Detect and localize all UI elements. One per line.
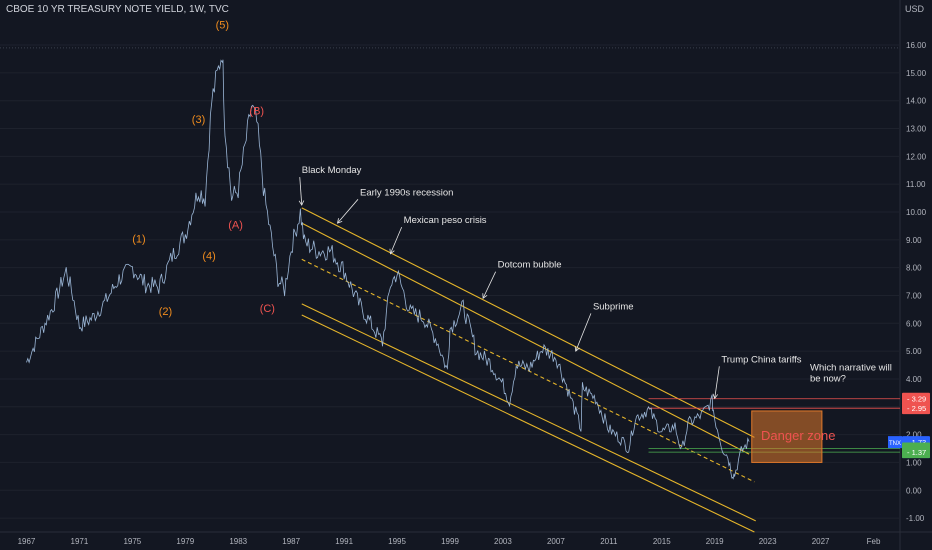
y-tick-label: 8.00	[906, 264, 922, 273]
annotation-arrow	[338, 199, 359, 223]
x-tick-label: 1987	[282, 537, 300, 546]
wave-label: (C)	[260, 303, 275, 315]
x-tick-label: 2019	[706, 537, 724, 546]
symbol-tag-label: TNX	[889, 441, 901, 447]
y-tick-label: 9.00	[906, 236, 922, 245]
annotation-text: be now?	[810, 374, 846, 385]
y-tick-label: 6.00	[906, 319, 922, 328]
annotation-text: Trump China tariffs	[721, 354, 801, 365]
y-tick-label: 0.00	[906, 486, 922, 495]
price-tag-label: - 2.95	[907, 404, 926, 413]
x-tick-label: 1983	[229, 537, 247, 546]
annotation-arrow	[300, 177, 302, 205]
y-tick-label: 15.00	[906, 69, 927, 78]
annotation-arrow	[390, 227, 401, 254]
channel-upper	[302, 208, 755, 438]
x-tick-label: 2007	[547, 537, 565, 546]
x-tick-label: 1975	[123, 537, 141, 546]
yield-line	[27, 60, 750, 479]
annotation-arrow	[715, 366, 720, 398]
channel-lower-outer	[302, 315, 755, 532]
price-tag: - 2.95	[902, 402, 930, 414]
y-tick-label: 12.00	[906, 152, 927, 161]
x-tick-label: 2015	[653, 537, 671, 546]
price-tag: - 1.37	[902, 446, 930, 458]
wave-label: (2)	[159, 306, 172, 318]
y-tick-label: 4.00	[906, 375, 922, 384]
y-tick-label: -1.00	[906, 514, 925, 523]
channel-lower	[302, 304, 756, 521]
annotation-text: Early 1990s recession	[360, 187, 453, 198]
x-tick-label: 2003	[494, 537, 512, 546]
y-tick-label: 1.00	[906, 458, 922, 467]
danger-zone-label: Danger zone	[761, 428, 835, 443]
x-tick-label: 1999	[441, 537, 459, 546]
channel-upper-inner	[302, 223, 749, 454]
x-tick-label: 2011	[600, 537, 618, 546]
wave-label: (5)	[216, 19, 229, 31]
x-tick-label: 1967	[18, 537, 36, 546]
annotation-arrow	[576, 313, 591, 351]
y-tick-label: 16.00	[906, 41, 927, 50]
price-tag-label: - 1.37	[907, 448, 926, 457]
y-tick-label: 13.00	[906, 125, 927, 134]
x-tick-label: 1979	[176, 537, 194, 546]
x-axis[interactable]: 1967 1971 1975 1979 1983 1987 1991 1995 1999 2003…	[18, 537, 881, 546]
wave-labels: (1) (2) (3) (4) (5) (A) (B) (C)	[132, 19, 275, 318]
wave-label: (B)	[249, 106, 264, 118]
x-tick-label: 2027	[812, 537, 830, 546]
yield-series	[27, 60, 750, 479]
wave-label: (3)	[192, 114, 205, 126]
y-tick-label: 11.00	[906, 180, 926, 189]
annotation-text: Dotcom bubble	[498, 260, 562, 271]
wave-label: (4)	[202, 250, 215, 262]
annotation-text: Mexican peso crisis	[404, 215, 487, 226]
x-tick-label: 1995	[388, 537, 406, 546]
x-tick-label: Feb	[867, 537, 881, 546]
y-tick-label: 14.00	[906, 97, 927, 106]
y-tick-label: 7.00	[906, 291, 922, 300]
annotation-arrow	[483, 272, 496, 299]
x-tick-label: 1991	[335, 537, 353, 546]
wave-label: (A)	[228, 220, 243, 232]
y-tick-label: 10.00	[906, 208, 927, 217]
x-tick-label: 2023	[759, 537, 777, 546]
y-tick-label: 5.00	[906, 347, 922, 356]
x-tick-label: 1971	[71, 537, 89, 546]
annotation-text: Which narrative will	[810, 363, 892, 374]
annotation-text: Black Monday	[302, 165, 362, 176]
wave-label: (1)	[132, 234, 145, 246]
annotation-text: Subprime	[593, 301, 634, 312]
